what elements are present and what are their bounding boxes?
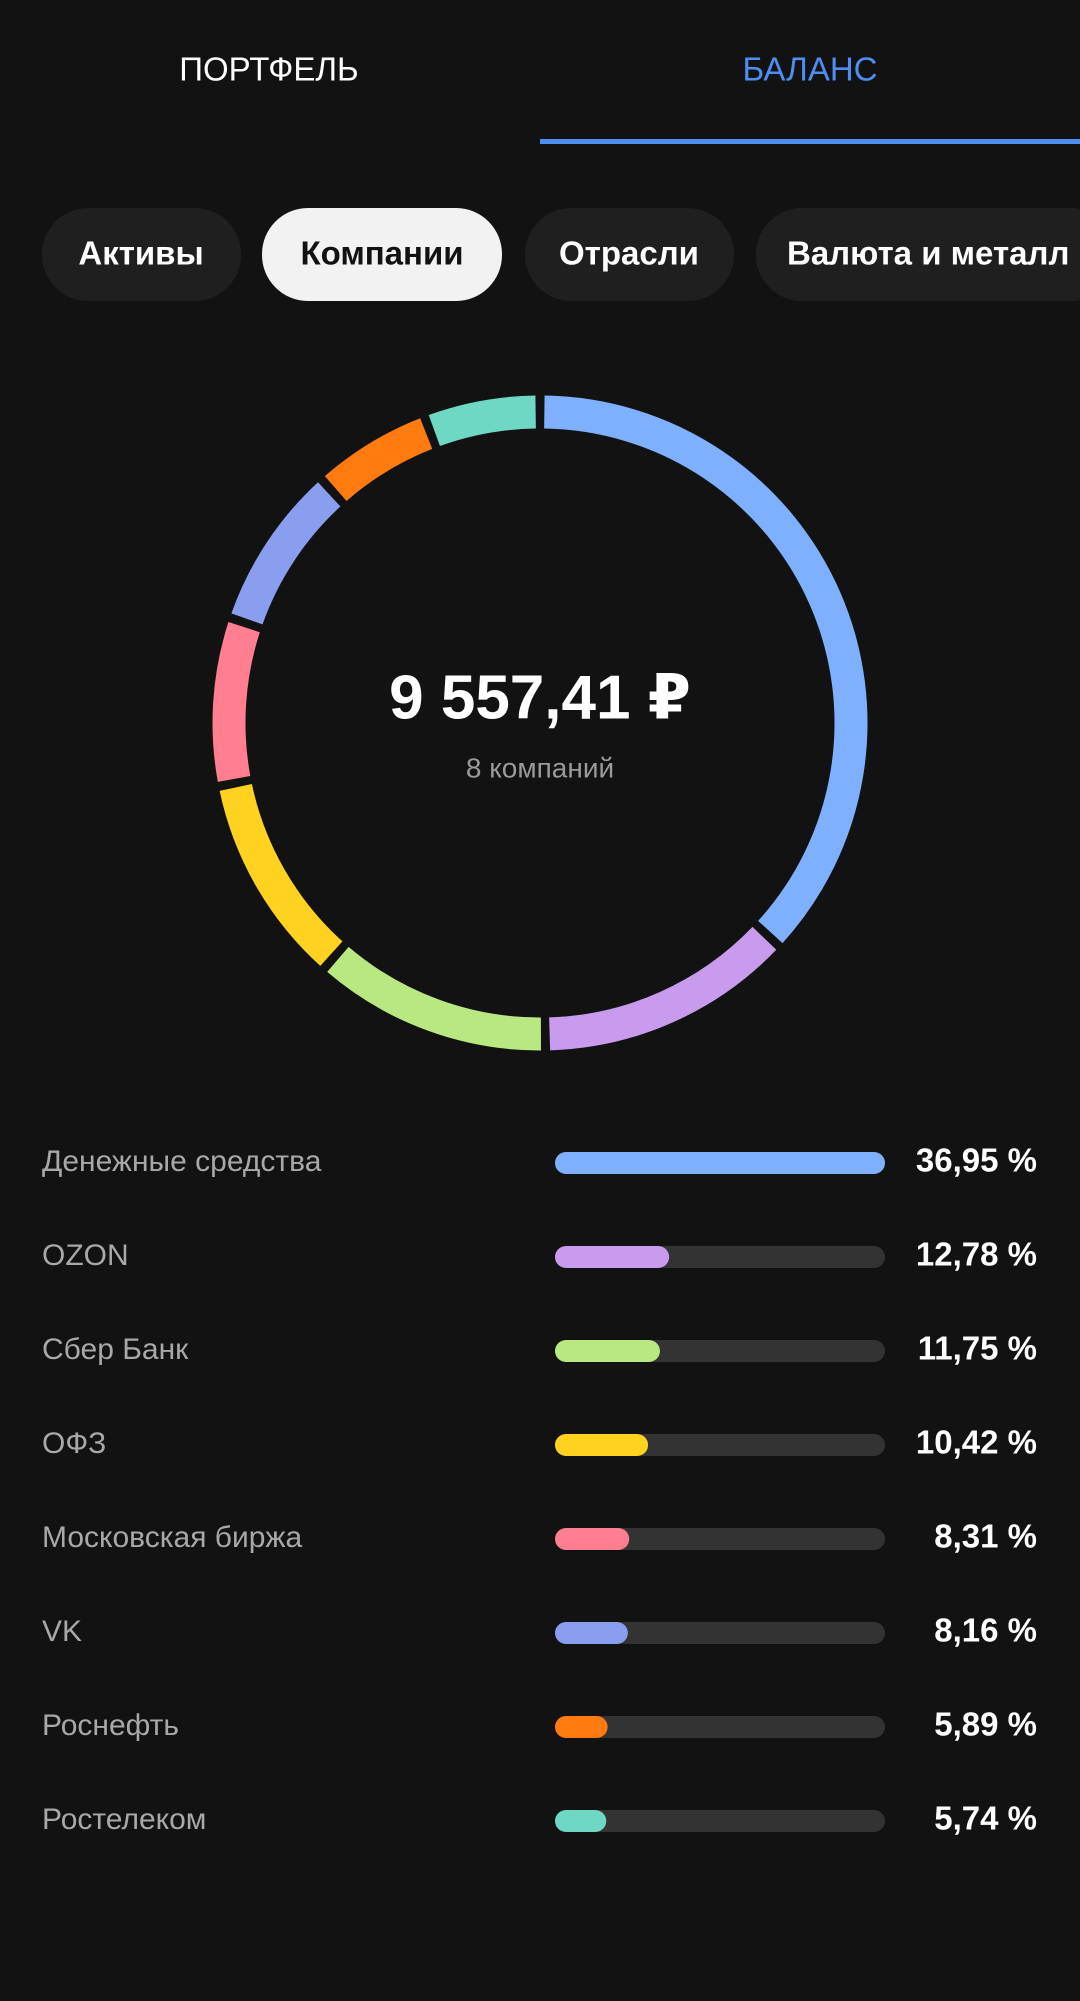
donut-segment xyxy=(324,418,433,502)
bar xyxy=(555,1152,885,1174)
bar-track xyxy=(555,1716,885,1738)
chip-label[interactable]: Компании xyxy=(300,235,463,272)
bar xyxy=(555,1340,660,1362)
bar-track xyxy=(555,1622,885,1644)
donut-total: 9 557,41 ₽ xyxy=(389,663,691,732)
bar xyxy=(555,1528,630,1550)
chip-label[interactable]: Валюта и металл xyxy=(787,235,1069,272)
chip[interactable] xyxy=(42,208,241,301)
chip[interactable] xyxy=(525,208,734,301)
value-label: 12,78 % xyxy=(916,1236,1037,1273)
bar-track xyxy=(555,1810,885,1832)
donut-segment xyxy=(544,395,868,944)
donut-segment xyxy=(212,622,260,782)
tab-active[interactable]: БАЛАНС xyxy=(743,51,878,88)
chip-selected[interactable] xyxy=(262,208,502,301)
legend-label: Московская биржа xyxy=(42,1521,303,1554)
value-label: 11,75 % xyxy=(918,1330,1037,1367)
legend-label: VK xyxy=(42,1615,82,1648)
legend-label: Роснефть xyxy=(42,1709,179,1742)
bar-track xyxy=(555,1528,885,1550)
value-label: 8,31 % xyxy=(934,1518,1037,1555)
chip-label[interactable]: Активы xyxy=(78,235,203,272)
bar xyxy=(555,1810,607,1832)
bar xyxy=(555,1246,670,1268)
chip[interactable] xyxy=(756,208,1080,301)
value-label: 10,42 % xyxy=(916,1424,1037,1461)
donut-segment xyxy=(327,946,542,1051)
legend-label: ОФЗ xyxy=(42,1427,106,1460)
legend-label: Сбер Банк xyxy=(42,1333,189,1366)
tab[interactable]: ПОРТФЕЛЬ xyxy=(179,51,358,88)
legend-label: Ростелеком xyxy=(42,1803,206,1836)
tab-indicator xyxy=(540,139,1080,144)
value-label: 8,16 % xyxy=(934,1612,1037,1649)
bar xyxy=(555,1434,649,1456)
legend-label: OZON xyxy=(42,1239,129,1272)
donut-segment xyxy=(548,926,777,1051)
donut-subtitle: 8 компаний xyxy=(466,752,614,783)
bar xyxy=(555,1716,608,1738)
bar xyxy=(555,1622,628,1644)
donut-segment xyxy=(231,482,341,625)
donut-segment xyxy=(428,395,537,447)
legend-label: Денежные средства xyxy=(42,1145,322,1178)
donut-segment xyxy=(219,783,343,966)
chip-label[interactable]: Отрасли xyxy=(559,235,699,272)
value-label: 5,89 % xyxy=(934,1706,1037,1743)
value-label: 5,74 % xyxy=(934,1800,1037,1837)
value-label: 36,95 % xyxy=(916,1142,1037,1179)
